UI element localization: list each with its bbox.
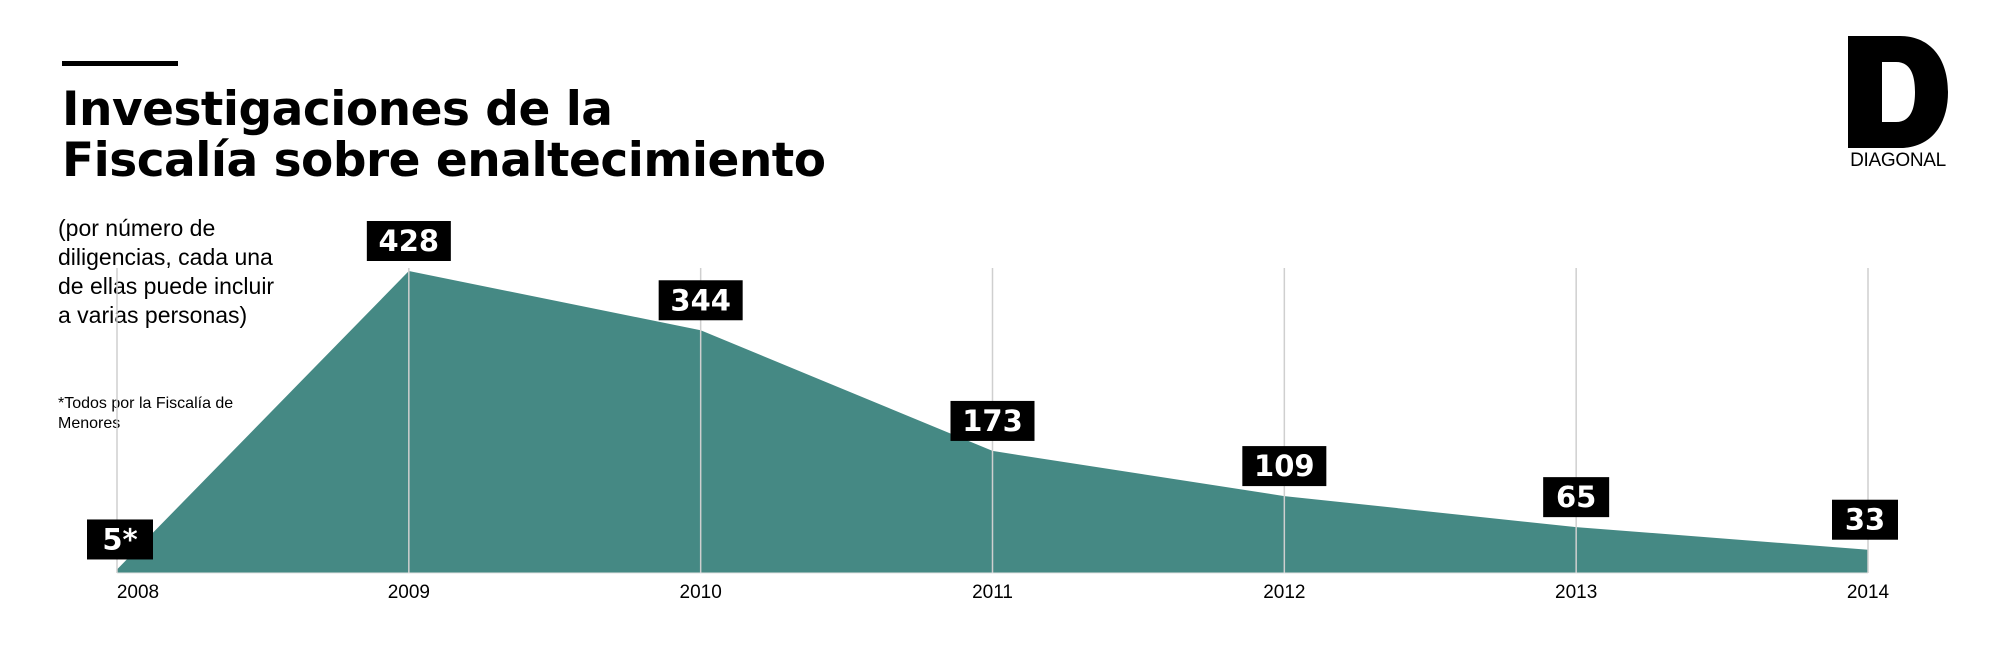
area-series xyxy=(117,271,1868,573)
title-line-2: Fiscalía sobre enaltecimiento xyxy=(62,133,826,188)
data-label-box-2014 xyxy=(1832,499,1898,540)
chart-footnote: *Todos por la Fiscalía de Menores xyxy=(58,395,234,432)
data-label-2009: 428 xyxy=(379,224,440,258)
diagonal-logo: DIAGONAL xyxy=(1848,36,1948,172)
x-tick-label-2011: 2011 xyxy=(972,582,1013,603)
logo-d-mark xyxy=(1848,36,1948,148)
data-label-box-2010 xyxy=(658,280,743,321)
data-label-box-2012 xyxy=(1242,446,1327,487)
chart-title: Investigaciones de la Fiscalía sobre ena… xyxy=(62,84,826,186)
chart-subtitle: (por número de diligencias, cada una de … xyxy=(58,215,275,328)
logo-name: DIAGONAL xyxy=(1850,150,1946,171)
title-line-1: Investigaciones de la xyxy=(62,82,613,137)
title-rule xyxy=(62,61,178,66)
x-tick-label-2012: 2012 xyxy=(1263,582,1305,603)
data-label-box-2008 xyxy=(87,519,153,560)
data-label-box-2011 xyxy=(950,400,1035,441)
data-label-box-2009 xyxy=(366,221,451,261)
data-label-box-2013 xyxy=(1543,477,1610,518)
data-label-2013: 65 xyxy=(1556,480,1596,514)
data-label-2008: 5* xyxy=(102,522,137,556)
x-tick-label-2008: 2008 xyxy=(117,582,159,603)
x-tick-label-2010: 2010 xyxy=(680,582,722,603)
x-tick-label-2014: 2014 xyxy=(1847,582,1890,603)
data-label-2012: 109 xyxy=(1254,449,1315,483)
data-label-2014: 33 xyxy=(1845,503,1885,537)
data-label-2010: 344 xyxy=(670,283,731,317)
x-tick-label-2013: 2013 xyxy=(1555,582,1597,603)
data-label-2011: 173 xyxy=(962,404,1023,438)
x-tick-label-2009: 2009 xyxy=(388,582,430,603)
